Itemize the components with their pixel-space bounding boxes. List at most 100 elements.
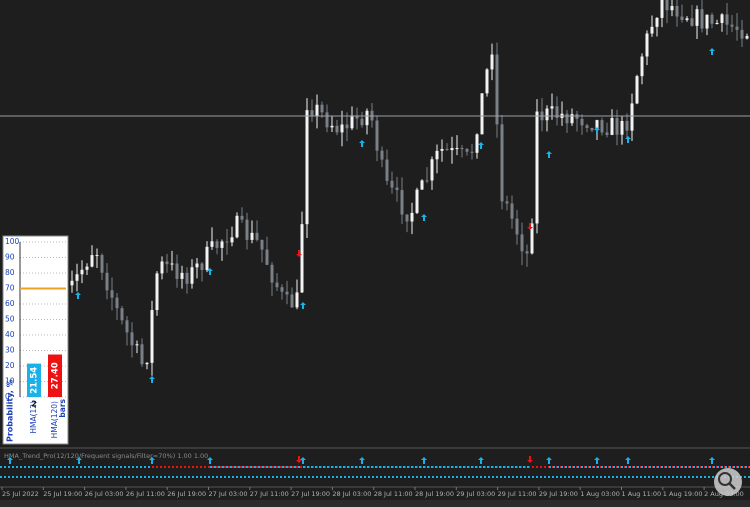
candle-body: [155, 273, 159, 311]
y-tick-label: 20: [5, 361, 15, 370]
candle-body: [210, 241, 214, 247]
candle-body: [80, 269, 84, 275]
probability-panel: 0 10 20 30 40 50 60 70 80 90 100 21.54 HMA(12) 27.40 H…: [2, 235, 69, 445]
y-tick-label: 30: [5, 346, 15, 355]
candle-body: [465, 149, 469, 152]
candle-body: [645, 33, 649, 57]
time-label: 1 Aug 19:00: [663, 490, 703, 498]
buy-arrow: [594, 457, 600, 464]
candle-body: [335, 125, 339, 133]
candle-body: [230, 237, 234, 243]
buy-arrow: [76, 457, 82, 464]
candle-body: [550, 106, 554, 109]
candle-body: [625, 120, 629, 131]
bars-label: bars: [58, 398, 67, 417]
candle-body: [700, 9, 704, 29]
candle-body: [585, 125, 589, 128]
candle-body: [190, 267, 194, 284]
candle-body: [420, 180, 424, 190]
bar: [27, 363, 41, 397]
zoom-button[interactable]: [714, 468, 742, 496]
zoom-icon[interactable]: [718, 472, 732, 486]
time-label: 26 Jul 03:00: [85, 490, 124, 498]
candle-body: [435, 150, 439, 160]
candle-body: [610, 118, 614, 135]
candle-body: [120, 308, 124, 321]
y-tick-label: 80: [5, 268, 15, 277]
price-candles: [65, 0, 749, 376]
candle-body: [100, 255, 104, 273]
candle-body: [600, 120, 604, 133]
indicator-label: HMA_Trend_Pro(12/120/Frequent signals/Fi…: [4, 452, 208, 460]
candle-body: [730, 24, 734, 27]
candle-body: [705, 14, 709, 29]
buy-arrow: [207, 457, 213, 464]
buy-arrow: [709, 48, 715, 55]
candle-body: [240, 215, 244, 220]
candle-body: [425, 180, 429, 182]
buy-arrow: [300, 302, 306, 309]
candle-body: [200, 263, 204, 270]
time-label: 29 Jul 03:00: [456, 490, 495, 498]
candle-body: [320, 104, 324, 113]
candle-body: [530, 223, 534, 254]
symbol-tabs[interactable]: [0, 500, 750, 507]
candle-body: [710, 14, 714, 24]
y-tick-label: 50: [5, 315, 15, 324]
candle-body: [165, 261, 169, 265]
zoom-icon-handle[interactable]: [728, 482, 736, 490]
candle-body: [665, 0, 669, 11]
candle-body: [680, 16, 684, 20]
buy-arrow: [149, 376, 155, 383]
candle-body: [125, 320, 129, 333]
candle-body: [455, 148, 459, 150]
candle-body: [315, 104, 319, 116]
time-label: 27 Jul 03:00: [209, 490, 248, 498]
buy-arrow: [625, 136, 631, 143]
sell-arrow: [527, 456, 533, 463]
candle-body: [405, 214, 409, 222]
candle-body: [170, 263, 174, 265]
candle-body: [410, 212, 414, 222]
candle-body: [110, 290, 114, 298]
candle-body: [180, 272, 184, 279]
candle-body: [105, 272, 109, 291]
candle-body: [605, 132, 609, 135]
signal-arrows: [7, 48, 715, 464]
category-label: HMA(12): [29, 401, 38, 434]
buy-arrow: [7, 457, 13, 464]
candle-body: [440, 148, 444, 151]
candle-body: [235, 215, 239, 238]
candle-body: [580, 118, 584, 126]
candle-body: [590, 127, 594, 131]
buy-arrow: [207, 268, 213, 275]
time-label: 29 Jul 11:00: [498, 490, 537, 498]
candle-body: [360, 118, 364, 126]
buy-arrow: [478, 457, 484, 464]
y-tick-label: 70: [5, 284, 15, 293]
candle-body: [515, 218, 519, 235]
candle-body: [565, 113, 569, 124]
candle-body: [85, 266, 89, 270]
sell-arrow: [527, 223, 533, 230]
candle-body: [160, 261, 164, 274]
sell-arrow: [296, 456, 302, 463]
candle-body: [615, 118, 619, 135]
candle-body: [300, 224, 304, 293]
candle-body: [525, 251, 529, 254]
buy-arrow: [709, 457, 715, 464]
candle-body: [555, 106, 559, 118]
candle-body: [655, 17, 659, 27]
zoom-circle[interactable]: [714, 468, 742, 496]
candle-body: [650, 26, 654, 34]
candle-body: [445, 148, 449, 151]
time-label: 28 Jul 03:00: [332, 490, 371, 498]
candle-body: [290, 294, 294, 308]
candle-body: [395, 187, 399, 191]
sell-arrow: [296, 250, 302, 257]
y-tick-label: 40: [5, 330, 15, 339]
candle-body: [350, 115, 354, 129]
buy-arrow: [149, 457, 155, 464]
candle-body: [740, 29, 744, 39]
